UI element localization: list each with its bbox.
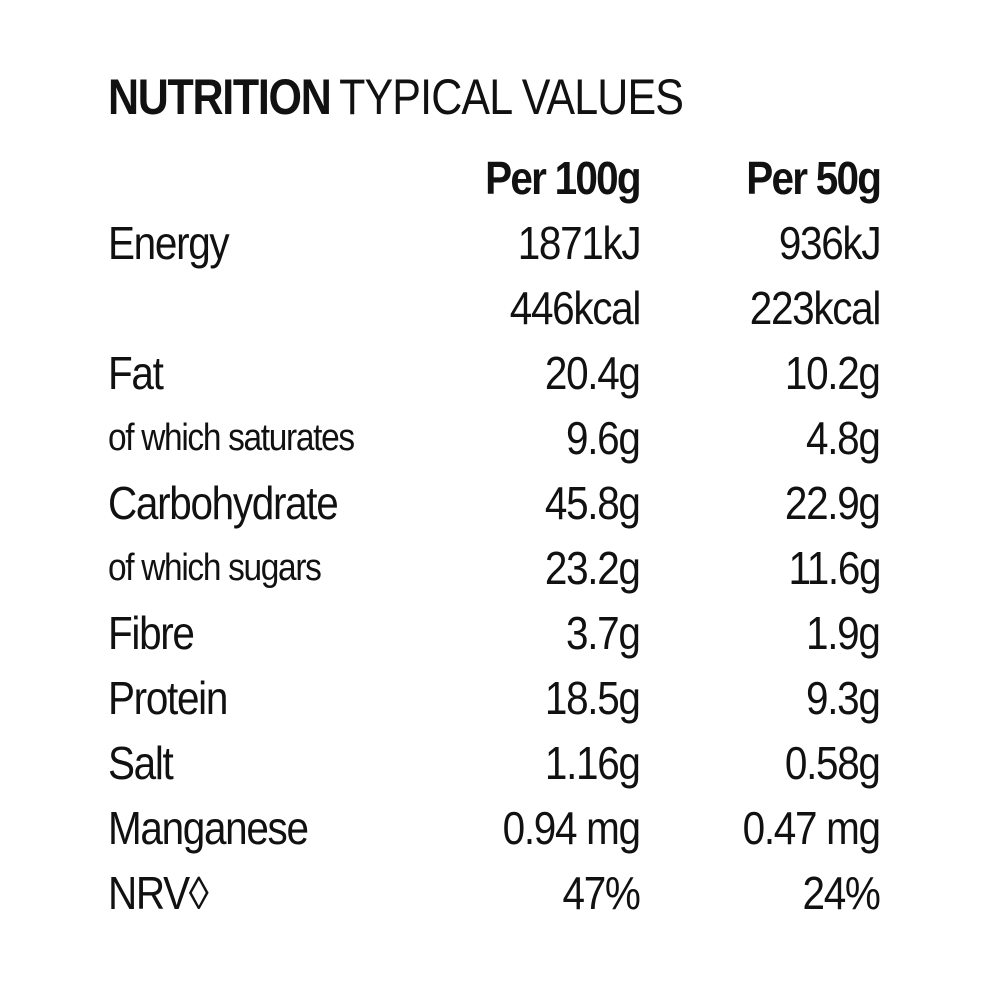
table-row: Protein 18.5g 9.3g xyxy=(108,666,884,731)
table-row: Energy 1871kJ 936kJ xyxy=(108,211,884,276)
row-value-per-100g: 20.4g xyxy=(545,347,641,399)
row-value-per-100g: 18.5g xyxy=(545,672,641,724)
table-row: Salt 1.16g 0.58g xyxy=(108,731,884,796)
table-row: Fibre 3.7g 1.9g xyxy=(108,601,884,666)
table-row: of which sugars 23.2g 11.6g xyxy=(108,536,884,601)
row-label: Fibre xyxy=(108,607,195,659)
page-title: NUTRITION TYPICAL VALUES xyxy=(108,62,684,132)
table-header: Per 100g Per 50g xyxy=(108,146,884,211)
row-label: Carbohydrate xyxy=(108,477,339,529)
table-row: of which saturates 9.6g 4.8g xyxy=(108,406,884,471)
table-row: Manganese 0.94 mg 0.47 mg xyxy=(108,796,884,861)
row-value-per-100g: 446kcal xyxy=(509,282,642,334)
row-label: Manganese xyxy=(108,802,309,854)
row-value-per-100g: 3.7g xyxy=(566,607,641,659)
row-value-per-100g: 23.2g xyxy=(545,542,641,594)
table-row: 446kcal 223kcal xyxy=(108,276,884,341)
row-value-per-50g: 0.47 mg xyxy=(742,802,881,854)
row-label: of which saturates xyxy=(108,417,355,459)
row-value-per-50g: 936kJ xyxy=(778,217,882,269)
row-label: NRV◊ xyxy=(108,867,209,919)
row-label: Energy xyxy=(108,217,230,269)
row-value-per-50g: 223kcal xyxy=(749,282,882,334)
row-label: Fat xyxy=(108,347,164,399)
row-value-per-50g: 4.8g xyxy=(806,412,881,464)
row-value-per-100g: 9.6g xyxy=(566,412,641,464)
row-value-per-50g: 0.58g xyxy=(785,737,881,789)
row-value-per-50g: 11.6g xyxy=(788,542,881,594)
row-value-per-50g: 10.2g xyxy=(785,347,881,399)
row-label: of which sugars xyxy=(108,547,322,589)
title-light: TYPICAL VALUES xyxy=(339,69,684,125)
row-label: Salt xyxy=(108,737,174,789)
table-row: Carbohydrate 45.8g 22.9g xyxy=(108,471,884,536)
row-value-per-100g: 1871kJ xyxy=(517,217,641,269)
table-row: Fat 20.4g 10.2g xyxy=(108,341,884,406)
row-value-per-50g: 1.9g xyxy=(806,607,881,659)
table-row: NRV◊ 47% 24% xyxy=(108,861,884,926)
row-value-per-100g: 47% xyxy=(562,867,641,919)
row-label: Protein xyxy=(108,672,228,724)
row-value-per-100g: 1.16g xyxy=(545,737,641,789)
row-value-per-100g: 45.8g xyxy=(545,477,641,529)
title-bold: NUTRITION xyxy=(108,69,332,125)
column-header-per-50g: Per 50g xyxy=(746,152,882,204)
row-value-per-50g: 22.9g xyxy=(785,477,881,529)
row-value-per-100g: 0.94 mg xyxy=(502,802,641,854)
row-value-per-50g: 24% xyxy=(802,867,881,919)
column-header-per-100g: Per 100g xyxy=(485,152,641,204)
row-value-per-50g: 9.3g xyxy=(806,672,881,724)
nutrition-table: Per 100g Per 50g Energy 1871kJ 936kJ 446… xyxy=(108,146,884,926)
